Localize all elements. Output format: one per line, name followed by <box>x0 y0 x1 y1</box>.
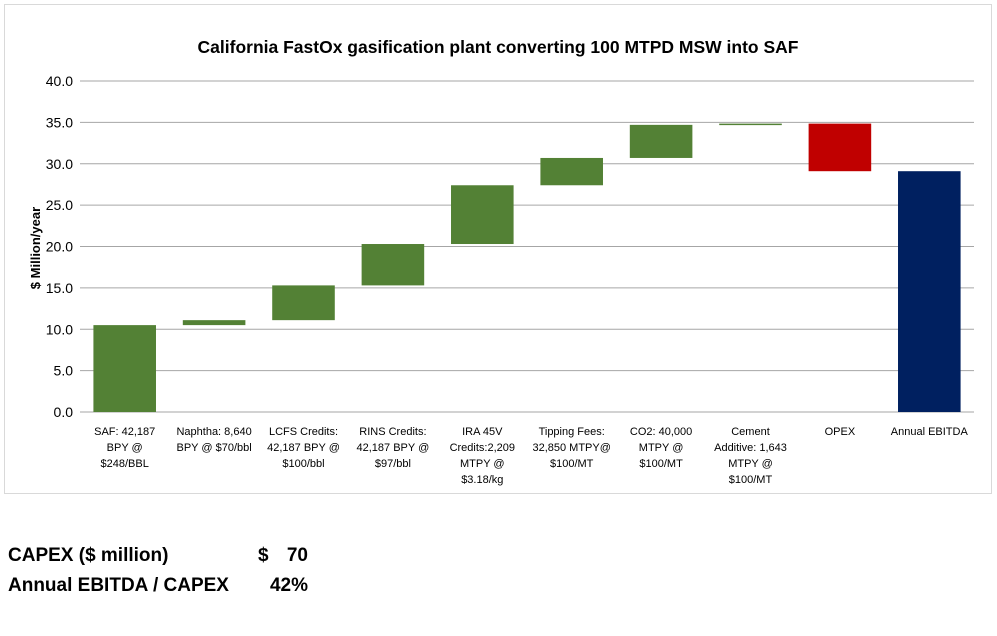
x-category-label-line: MTPY @ <box>460 458 505 470</box>
x-category-label-line: $248/BBL <box>101 458 149 470</box>
y-tick-label: 0.0 <box>54 404 74 420</box>
x-category-label: RINS Credits: 42,187 BPY @ $97/bbl <box>357 426 430 470</box>
x-category-label-line: MTPY @ <box>639 442 684 454</box>
y-axis-title: $ Million/year <box>28 207 43 289</box>
x-category-label: OPEX <box>825 426 856 438</box>
x-category-label-line: MTPY @ <box>728 458 773 470</box>
y-tick-label: 30.0 <box>46 156 73 172</box>
y-axis-tick-labels: 0.0 5.0 10.0 15.0 20.0 25.0 30.0 35.0 40.0 <box>46 73 73 420</box>
x-category-label: Tipping Fees: 32,850 MTPY@ $100/MT <box>532 426 610 470</box>
x-category-label: IRA 45V Credits:2,209 MTPY @ $3.18/kg <box>450 426 515 486</box>
x-category-label-line: BPY @ $70/bbl <box>177 442 252 454</box>
x-category-label-line: OPEX <box>825 426 856 438</box>
x-category-label: SAF: 42,187 BPY @ $248/BBL <box>94 426 155 470</box>
x-category-label-line: Cement <box>731 426 770 438</box>
x-category-label-line: CO2: 40,000 <box>630 426 692 438</box>
x-category-label-line: $100/MT <box>550 458 594 470</box>
bar-increase <box>719 123 782 126</box>
x-category-label: LCFS Credits: 42,187 BPY @ $100/bbl <box>267 426 340 470</box>
bar-total <box>898 171 961 412</box>
y-tick-label: 15.0 <box>46 280 73 296</box>
y-tick-label: 10.0 <box>46 321 73 337</box>
ebitda-capex-label: Annual EBITDA / CAPEX <box>8 575 229 596</box>
y-tick-label: 40.0 <box>46 73 73 89</box>
y-tick-label: 20.0 <box>46 239 73 255</box>
x-category-label-line: BPY @ <box>107 442 143 454</box>
x-category-label-line: 42,187 BPY @ <box>267 442 340 454</box>
x-category-label-line: $100/bbl <box>282 458 324 470</box>
x-axis-category-labels: SAF: 42,187 BPY @ $248/BBL Naphtha: 8,640 BP… <box>94 426 968 486</box>
x-category-label: Naphtha: 8,640 BPY @ $70/bbl <box>176 426 251 454</box>
capex-label: CAPEX ($ million) <box>8 545 169 566</box>
x-category-label-line: $3.18/kg <box>461 474 503 486</box>
bar-increase <box>93 325 156 412</box>
x-category-label-line: SAF: 42,187 <box>94 426 155 438</box>
bar-increase <box>361 244 425 286</box>
x-category-label-line: RINS Credits: <box>359 426 426 438</box>
chart-title: California FastOx gasification plant con… <box>198 37 799 57</box>
waterfall-chart: California FastOx gasification plant con… <box>28 37 974 486</box>
x-category-label-line: Tipping Fees: <box>539 426 605 438</box>
x-category-label: Cement Additive: 1,643 MTPY @ $100/MT <box>714 426 787 486</box>
x-category-label-line: Naphtha: 8,640 <box>176 426 251 438</box>
x-category-label-line: 32,850 MTPY@ <box>532 442 610 454</box>
y-tick-label: 5.0 <box>54 363 74 379</box>
x-category-label-line: Credits:2,209 <box>450 442 515 454</box>
bar-decrease <box>808 123 872 172</box>
bar-increase <box>540 157 603 186</box>
capex-row: CAPEX ($ million) $ 70 <box>8 545 368 575</box>
y-tick-label: 35.0 <box>46 114 73 130</box>
ebitda-capex-row: Annual EBITDA / CAPEX 42% <box>8 575 368 605</box>
bar-increase <box>182 320 246 326</box>
x-category-label-line: Annual EBITDA <box>891 426 969 438</box>
bar-increase <box>629 124 693 158</box>
bars <box>93 123 961 412</box>
x-category-label-line: IRA 45V <box>462 426 503 438</box>
x-category-label: Annual EBITDA <box>891 426 969 438</box>
x-category-label-line: $100/MT <box>729 474 773 486</box>
x-category-label-line: $97/bbl <box>375 458 411 470</box>
summary-panel: CAPEX ($ million) $ 70 Annual EBITDA / C… <box>8 545 368 605</box>
bar-increase <box>451 185 514 245</box>
bar-increase <box>272 285 335 321</box>
capex-currency: $ <box>258 545 269 566</box>
x-category-label: CO2: 40,000 MTPY @ $100/MT <box>630 426 692 470</box>
x-category-label-line: $100/MT <box>639 458 683 470</box>
capex-value: 70 <box>286 545 308 566</box>
x-category-label-line: LCFS Credits: <box>269 426 338 438</box>
ebitda-capex-value: 42% <box>269 575 308 596</box>
x-category-label-line: 42,187 BPY @ <box>357 442 430 454</box>
x-category-label-line: Additive: 1,643 <box>714 442 787 454</box>
y-tick-label: 25.0 <box>46 197 73 213</box>
